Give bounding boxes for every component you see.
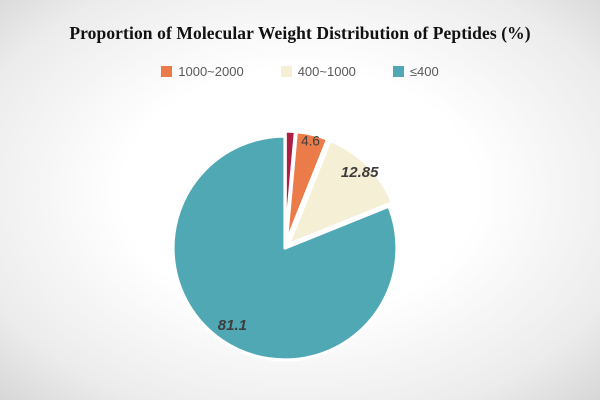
pie-slice-1000-2000[interactable] bbox=[284, 130, 330, 245]
legend-item-1000-2000[interactable]: 1000~2000 bbox=[161, 64, 244, 79]
legend: 1000~2000 400~1000 ≤400 bbox=[0, 64, 600, 79]
chart-title: Proportion of Molecular Weight Distribut… bbox=[69, 23, 531, 43]
data-label-12-85: 12.85 bbox=[341, 164, 379, 181]
legend-item-400-1000[interactable]: 400~1000 bbox=[280, 64, 356, 79]
pie-slice-400-1000[interactable] bbox=[286, 138, 394, 247]
legend-swatch-le-400 bbox=[392, 66, 404, 77]
data-label-81-1: 81.1 bbox=[218, 317, 247, 334]
legend-label-le-400: ≤400 bbox=[409, 64, 439, 79]
pie-slice-400[interactable] bbox=[171, 134, 399, 362]
legend-swatch-400-1000 bbox=[280, 66, 292, 77]
legend-label-1000-2000: 1000~2000 bbox=[178, 64, 244, 79]
data-label-4-6: 4.6 bbox=[301, 133, 320, 148]
legend-item-le-400[interactable]: ≤400 bbox=[392, 64, 439, 79]
legend-swatch-1000-2000 bbox=[161, 66, 173, 77]
legend-label-400-1000: 400~1000 bbox=[297, 64, 356, 79]
